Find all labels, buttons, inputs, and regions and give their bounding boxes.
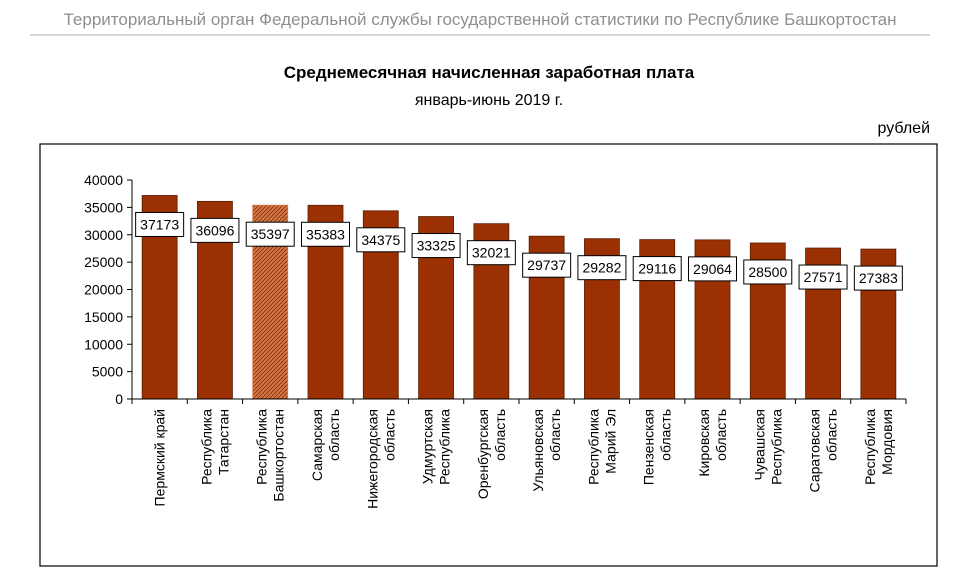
data-label-box: [522, 252, 572, 278]
header-divider: [30, 34, 930, 36]
x-category-label-line: Самарская: [309, 409, 325, 481]
x-category-label: Кировскаяобласть: [696, 409, 729, 477]
y-tick-label: 5000: [92, 364, 123, 380]
x-category-label: Пермский край: [152, 409, 168, 506]
y-tick-label: 10000: [84, 336, 123, 352]
y-tick-label: 15000: [84, 309, 123, 325]
x-category-label: РеспубликаТатарстан: [198, 409, 231, 485]
data-label-box: [356, 227, 406, 253]
x-category-label-line: область: [492, 409, 508, 461]
data-label: 29064: [693, 261, 732, 277]
data-label: 29282: [582, 260, 621, 276]
x-category-label-line: Татарстан: [215, 409, 231, 475]
unit-label: рублей: [877, 120, 930, 137]
x-category-label-line: Пензенская: [641, 409, 657, 485]
data-label: 29737: [527, 257, 566, 273]
data-label-box: [190, 217, 240, 243]
x-category-label: РеспубликаМарий Эл: [585, 409, 618, 485]
x-category-label-line: Чувашская: [751, 409, 767, 480]
y-tick-label: 0: [115, 391, 123, 407]
chart-subtitle: январь-июнь 2019 г.: [414, 92, 564, 109]
x-category-label-line: Оренбургская: [475, 409, 491, 499]
x-category-label: Оренбургскаяобласть: [475, 409, 508, 499]
x-category-label-line: область: [658, 409, 674, 461]
x-category-label-line: Республика: [437, 409, 453, 485]
y-tick-label: 25000: [84, 254, 123, 270]
data-label: 28500: [748, 264, 787, 280]
y-tick-label: 30000: [84, 227, 123, 243]
x-category-label-line: Нижегородская: [364, 409, 380, 509]
organization-header: Территориальный орган Федеральной службы…: [63, 10, 897, 29]
x-category-label: РеспубликаМордовия: [862, 409, 895, 485]
x-category-label: Самарскаяобласть: [309, 409, 342, 481]
data-label: 37173: [140, 216, 179, 232]
data-label: 34375: [361, 232, 400, 248]
x-category-label-line: Республика: [585, 409, 601, 485]
x-category-label-line: область: [824, 409, 840, 461]
x-category-label-line: Республика: [862, 409, 878, 485]
data-label: 32021: [472, 245, 511, 261]
x-category-label-line: область: [547, 409, 563, 461]
data-label-box: [245, 221, 295, 247]
data-label-box: [632, 256, 682, 282]
x-category-label: УдмуртскаяРеспублика: [420, 409, 453, 485]
x-category-label: РеспубликаБашкортостан: [254, 409, 287, 502]
x-category-label-line: область: [326, 409, 342, 461]
x-category-label-line: область: [381, 409, 397, 461]
data-label-box: [688, 256, 737, 282]
x-category-label-line: Саратовская: [807, 409, 823, 492]
x-category-label: Нижегородскаяобласть: [364, 409, 397, 509]
x-category-label: Саратовскаяобласть: [807, 409, 840, 492]
data-label: 35397: [251, 226, 290, 242]
data-label-box: [411, 233, 461, 259]
y-tick-label: 20000: [84, 282, 123, 298]
data-label-box: [466, 240, 516, 266]
chart-title: Среднемесячная начисленная заработная пл…: [283, 63, 695, 82]
data-label-box: [798, 264, 848, 290]
y-tick-label: 35000: [84, 199, 123, 215]
x-category-label-line: Пермский край: [152, 409, 168, 506]
x-category-label-line: Ульяновская: [530, 409, 546, 492]
data-label-box: [301, 221, 350, 247]
data-label-box: [853, 265, 903, 291]
x-category-label-line: Марий Эл: [602, 409, 618, 474]
data-label: 27571: [804, 269, 843, 285]
data-label: 35383: [306, 226, 345, 242]
x-category-label-line: Республика: [198, 409, 214, 485]
x-category-label-line: Республика: [768, 409, 784, 485]
data-label: 27383: [859, 270, 898, 286]
x-category-label-line: Башкортостан: [271, 409, 287, 502]
data-label: 29116: [638, 261, 676, 277]
data-label: 36096: [195, 222, 234, 238]
x-category-label-line: Кировская: [696, 409, 712, 477]
data-label: 33325: [417, 238, 456, 254]
data-label-box: [577, 255, 627, 281]
data-label-box: [135, 211, 185, 237]
x-category-label: ЧувашскаяРеспублика: [751, 409, 784, 485]
data-label-box: [743, 259, 793, 285]
x-category-label-line: область: [713, 409, 729, 461]
x-category-label: Пензенскаяобласть: [641, 409, 674, 485]
x-category-label-line: Удмуртская: [420, 409, 436, 484]
x-category-label-line: Республика: [254, 409, 270, 485]
x-category-label-line: Мордовия: [879, 409, 895, 475]
x-category-label: Ульяновскаяобласть: [530, 409, 563, 492]
y-tick-label: 40000: [84, 172, 123, 188]
